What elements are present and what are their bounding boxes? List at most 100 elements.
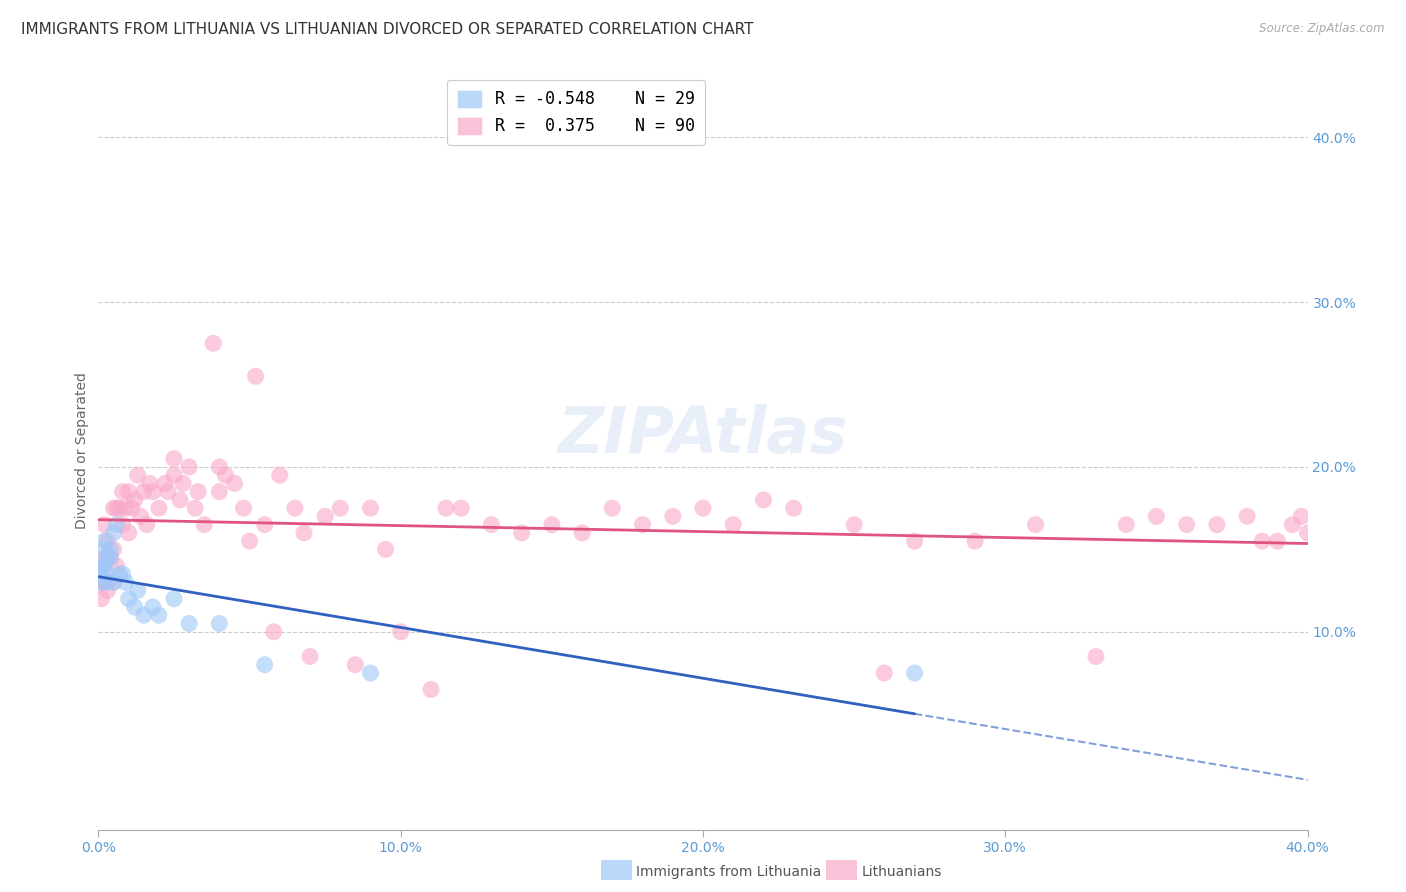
Point: [450, 501, 472, 516]
Point: [602, 501, 624, 516]
Point: [127, 468, 149, 483]
Point: [118, 591, 141, 606]
Point: [93, 558, 115, 573]
Point: [389, 624, 412, 639]
Point: [114, 501, 136, 516]
Point: [844, 517, 866, 532]
Legend: R = -0.548    N = 29, R =  0.375    N = 90: R = -0.548 N = 29, R = 0.375 N = 90: [447, 79, 706, 145]
Point: [263, 624, 285, 639]
Point: [156, 484, 179, 499]
Point: [269, 468, 291, 483]
Point: [1291, 509, 1313, 524]
Point: [148, 608, 170, 623]
Point: [314, 509, 336, 524]
Point: [90, 575, 112, 590]
Point: [783, 501, 806, 516]
Point: [571, 525, 593, 540]
Point: [96, 550, 118, 565]
Point: [108, 501, 131, 516]
Point: [121, 501, 143, 516]
Point: [239, 534, 262, 549]
Point: [208, 484, 231, 499]
Point: [1267, 534, 1289, 549]
Point: [208, 616, 231, 631]
Point: [208, 459, 231, 474]
Point: [245, 369, 267, 384]
Point: [292, 525, 315, 540]
Text: ZIPAtlas: ZIPAtlas: [558, 404, 848, 467]
Point: [481, 517, 503, 532]
Point: [163, 468, 186, 483]
Point: [873, 665, 896, 680]
Point: [184, 501, 207, 516]
Point: [103, 575, 125, 590]
Point: [329, 501, 352, 516]
Point: [114, 575, 136, 590]
Point: [360, 501, 382, 516]
Point: [105, 517, 128, 532]
Point: [344, 657, 367, 672]
Point: [103, 542, 125, 557]
Point: [111, 484, 134, 499]
Point: [96, 575, 118, 590]
Point: [965, 534, 987, 549]
Point: [118, 525, 141, 540]
Point: [1115, 517, 1137, 532]
Point: [232, 501, 254, 516]
Point: [93, 517, 115, 532]
Point: [253, 657, 276, 672]
Point: [752, 492, 775, 507]
Text: IMMIGRANTS FROM LITHUANIA VS LITHUANIAN DIVORCED OR SEPARATED CORRELATION CHART: IMMIGRANTS FROM LITHUANIA VS LITHUANIAN …: [21, 22, 754, 37]
Point: [103, 525, 125, 540]
Point: [103, 501, 125, 516]
Point: [135, 517, 157, 532]
Point: [142, 484, 165, 499]
Point: [153, 476, 176, 491]
Point: [96, 550, 118, 565]
Point: [139, 476, 162, 491]
Point: [172, 476, 194, 491]
Point: [299, 649, 322, 664]
Point: [148, 501, 170, 516]
Point: [1206, 517, 1229, 532]
Point: [360, 665, 382, 680]
Point: [100, 542, 122, 557]
Point: [124, 600, 146, 615]
Point: [1175, 517, 1198, 532]
Point: [1085, 649, 1108, 664]
Text: Lithuanians: Lithuanians: [860, 865, 942, 880]
Point: [163, 591, 186, 606]
Point: [374, 542, 396, 557]
Point: [96, 583, 118, 598]
Point: [661, 509, 683, 524]
Point: [214, 468, 236, 483]
Point: [1024, 517, 1046, 532]
Point: [108, 567, 131, 582]
Point: [224, 476, 246, 491]
Point: [631, 517, 654, 532]
Point: [253, 517, 276, 532]
Text: Source: ZipAtlas.com: Source: ZipAtlas.com: [1260, 22, 1385, 36]
Point: [202, 336, 225, 351]
Point: [284, 501, 307, 516]
Point: [187, 484, 209, 499]
Y-axis label: Divorced or Separated: Divorced or Separated: [76, 372, 90, 529]
Point: [540, 517, 562, 532]
Point: [100, 550, 122, 565]
Point: [105, 501, 128, 516]
Point: [90, 567, 112, 582]
Point: [904, 534, 927, 549]
Point: [179, 459, 201, 474]
Point: [1281, 517, 1303, 532]
Point: [434, 501, 457, 516]
Point: [90, 558, 112, 573]
Point: [118, 484, 141, 499]
Point: [103, 575, 125, 590]
Text: Immigrants from Lithuania: Immigrants from Lithuania: [636, 865, 821, 880]
Point: [1296, 525, 1319, 540]
Point: [179, 616, 201, 631]
Point: [692, 501, 714, 516]
Point: [90, 575, 112, 590]
Point: [127, 583, 149, 598]
Point: [142, 600, 165, 615]
